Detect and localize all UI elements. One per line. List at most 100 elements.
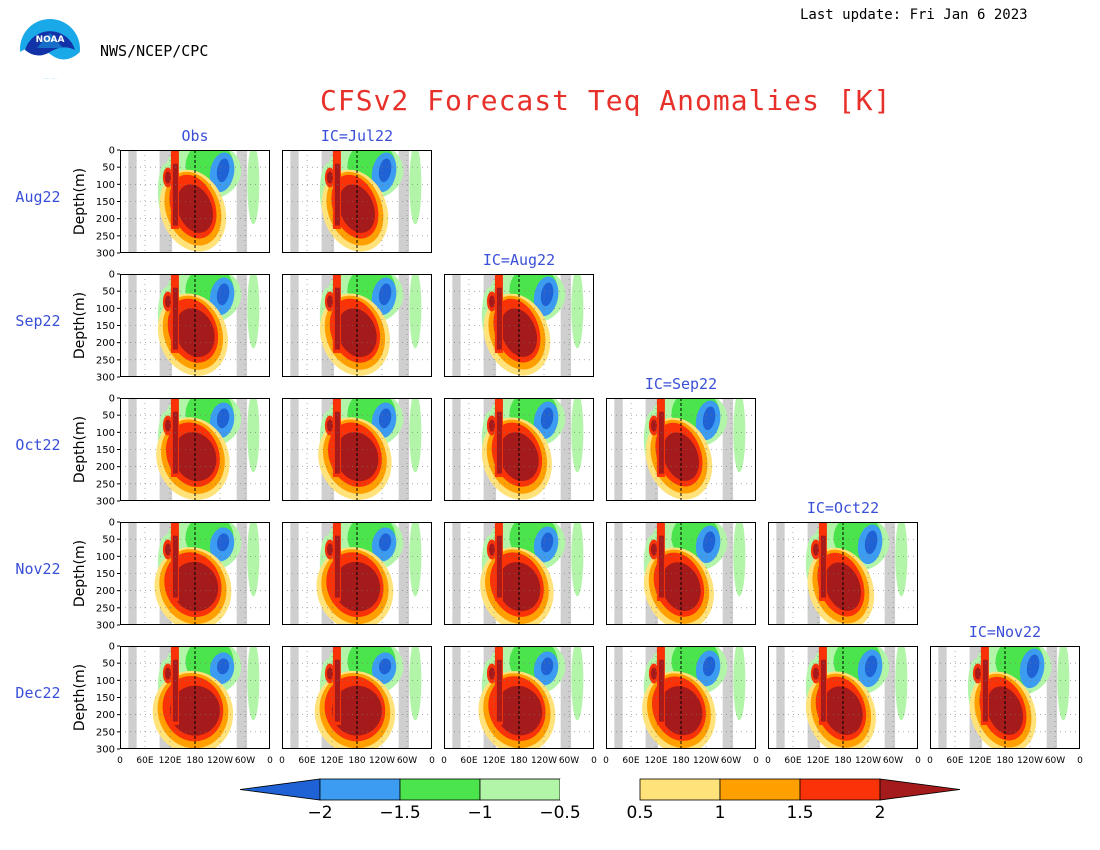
anomaly-warm-core <box>812 667 819 680</box>
colorbar-label: −2 <box>307 803 332 823</box>
x-tick-label: 120E <box>969 756 992 766</box>
anomaly-cool-core <box>379 658 392 675</box>
y-tick-label: 100 <box>96 180 115 191</box>
panel-frame <box>282 522 432 625</box>
panel-frame <box>120 274 270 377</box>
colorbar-segment <box>639 778 721 801</box>
panel-frame <box>120 522 270 625</box>
x-tick-label: 120W <box>1017 756 1043 766</box>
anomaly-cool-core <box>378 158 392 183</box>
land-mask <box>398 150 410 253</box>
anomaly-warm-core <box>650 419 657 432</box>
land-mask <box>614 646 623 749</box>
panel-frame <box>120 150 270 253</box>
anomaly-warm-core <box>496 287 502 350</box>
column-header: IC=Aug22 <box>483 251 555 269</box>
row-label: Dec22 <box>15 684 60 702</box>
anomaly-light-green <box>895 646 908 721</box>
y-tick-label: 200 <box>96 586 115 597</box>
panel-frame <box>444 522 594 625</box>
anomaly-light-green <box>247 646 260 721</box>
anomaly-light-green <box>247 522 260 597</box>
colorbar-label: −1.5 <box>379 803 420 823</box>
anomaly-light-green <box>247 398 260 473</box>
anomaly-light-green <box>409 522 422 597</box>
x-tick-label: 120W <box>531 756 557 766</box>
anomaly-warm-core <box>164 419 171 432</box>
land-mask <box>128 646 137 749</box>
panel-field <box>768 646 918 749</box>
row-label: Sep22 <box>15 312 60 330</box>
anomaly-warm-core <box>326 543 333 556</box>
panel-field <box>120 398 270 501</box>
anomaly-warm-core <box>658 411 664 474</box>
y-tick-label: 0 <box>109 146 115 157</box>
x-tick-label: 0 <box>267 756 273 766</box>
x-tick-label: 0 <box>117 756 123 766</box>
colorbar-arrow-high <box>879 778 961 801</box>
anomaly-light-green <box>409 274 422 349</box>
panel-Sep22-0: 0 50 100 150 200 250 300 Depth(m) <box>72 270 270 384</box>
anomaly-warm-core <box>820 535 826 598</box>
anomaly-warm-core <box>982 659 988 722</box>
x-tick-label: 120W <box>855 756 881 766</box>
anomaly-warm-core <box>496 411 502 474</box>
colorbar-segment <box>560 779 640 800</box>
panel-field <box>444 522 594 625</box>
x-tick-label: 180 <box>510 756 527 766</box>
panel-frame <box>444 646 594 749</box>
anomaly-warm-core <box>488 295 495 308</box>
panel-Nov22-2 <box>444 522 594 625</box>
y-tick-label: 100 <box>96 676 115 687</box>
panel-Dec22-1: 0 60E 120E 180 120W 60W 0 <box>279 646 435 766</box>
land-mask <box>1046 646 1058 749</box>
anomaly-warm-core <box>496 659 502 722</box>
y-tick-label: 150 <box>96 693 115 704</box>
anomaly-warm-core <box>495 685 543 736</box>
anomaly-warm-core <box>986 686 1024 735</box>
x-tick-label: 180 <box>672 756 689 766</box>
y-tick-label: 300 <box>96 373 115 384</box>
svg-text:NOAA: NOAA <box>36 35 65 45</box>
panel-Oct22-2 <box>444 398 594 501</box>
panel-field <box>768 522 918 625</box>
panel-Aug22-1 <box>282 150 432 253</box>
y-tick-label: 0 <box>109 394 115 405</box>
y-axis-label: Depth(m) <box>72 416 88 483</box>
y-tick-label: 200 <box>96 462 115 473</box>
panel-Dec22-5: 0 60E 120E 180 120W 60W 0 <box>927 646 1083 766</box>
x-tick-label: 0 <box>279 756 285 766</box>
panel-field <box>444 274 594 377</box>
anomaly-warm-core <box>172 411 178 474</box>
land-mask <box>128 522 137 625</box>
panel-field <box>444 646 594 749</box>
anomaly-warm-core <box>337 308 377 358</box>
colorbar-label: 2 <box>875 803 886 823</box>
x-tick-label: 120W <box>369 756 395 766</box>
anomaly-warm-core <box>974 667 981 680</box>
land-mask <box>938 646 947 749</box>
land-mask <box>560 646 572 749</box>
anomaly-warm-core <box>488 419 495 432</box>
anomaly-warm-core <box>172 163 178 226</box>
panel-Oct22-0: 0 50 100 150 200 250 300 Depth(m) <box>72 394 270 508</box>
land-mask <box>722 522 734 625</box>
colorbar-segment <box>319 778 401 801</box>
x-tick-label: 0 <box>429 756 435 766</box>
colorbar-label: 1 <box>715 803 726 823</box>
land-mask <box>560 274 572 377</box>
column-header: IC=Oct22 <box>807 499 879 517</box>
land-mask <box>290 646 299 749</box>
anomaly-warm-core <box>175 308 215 358</box>
panel-Dec22-2: 0 60E 120E 180 120W 60W 0 <box>441 646 597 766</box>
land-mask <box>452 398 461 501</box>
panel-frame <box>120 646 270 749</box>
panel-Sep22-2 <box>444 274 594 377</box>
panel-frame <box>606 646 756 749</box>
x-tick-label: 60W <box>559 756 579 766</box>
anomaly-warm-core <box>331 685 382 736</box>
anomaly-warm-core <box>172 287 178 350</box>
land-mask <box>884 646 896 749</box>
panel-field <box>120 522 270 625</box>
x-tick-label: 120E <box>159 756 182 766</box>
